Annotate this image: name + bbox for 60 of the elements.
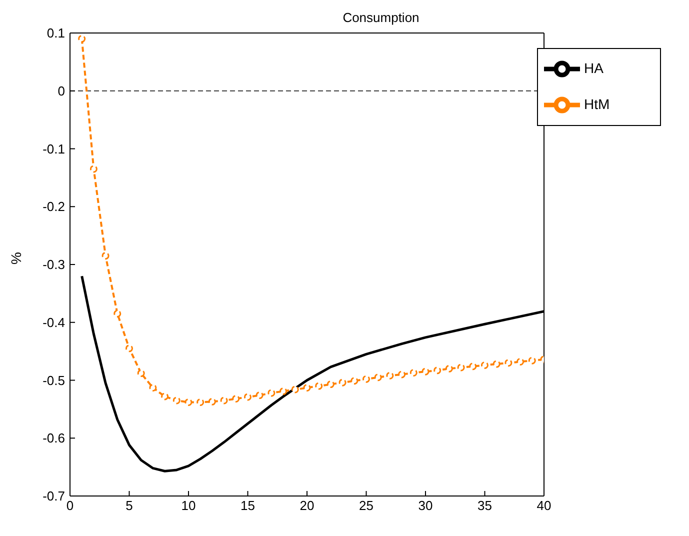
point (469, 362, 477, 370)
y-tick-label: -0.4 (42, 314, 65, 330)
y-axis-title: % (8, 252, 24, 264)
point (362, 375, 370, 383)
point (244, 393, 252, 401)
y-tick-label: 0 (58, 83, 65, 98)
x-tick-label: 20 (300, 498, 314, 514)
y-tick-label: -0.1 (42, 141, 65, 156)
point (172, 396, 180, 404)
point (528, 356, 536, 364)
point (280, 387, 288, 395)
point (374, 374, 382, 382)
point (398, 370, 406, 378)
point (161, 392, 169, 400)
point (90, 165, 98, 173)
point (386, 372, 394, 380)
point (516, 358, 524, 366)
point (256, 392, 264, 400)
point (315, 382, 323, 390)
point (208, 398, 216, 406)
point (291, 386, 299, 394)
point (422, 368, 430, 376)
x-tick-label: 5 (126, 498, 133, 514)
legend-label: HtM (584, 96, 610, 112)
point (78, 35, 86, 43)
point (114, 310, 122, 318)
legend-label: HA (584, 60, 604, 76)
y-tick-label: -0.6 (42, 430, 65, 446)
point (410, 368, 418, 376)
x-tick-label: 35 (478, 498, 492, 514)
point (481, 361, 488, 369)
point (504, 359, 512, 367)
y-tick-label: -0.3 (42, 257, 65, 272)
y-tick-label: -0.5 (42, 372, 65, 388)
x-tick-label: 30 (418, 498, 433, 514)
point (326, 380, 334, 388)
point (220, 396, 228, 404)
point (457, 364, 465, 372)
y-tick-label: -0.2 (42, 199, 65, 214)
y-tick-label: -0.7 (42, 488, 65, 504)
point (126, 344, 133, 352)
point (184, 398, 192, 406)
point (434, 366, 442, 374)
point (338, 378, 346, 386)
point (303, 384, 311, 392)
point (196, 398, 204, 406)
x-tick-label: 25 (359, 498, 374, 514)
point (149, 384, 157, 392)
point (232, 395, 240, 403)
x-tick-label: 40 (536, 498, 552, 514)
point (350, 377, 358, 385)
point (137, 370, 145, 378)
x-tick-label: 10 (181, 498, 196, 514)
point (492, 360, 500, 368)
point (268, 389, 276, 397)
y-tick-label: 0.1 (46, 26, 65, 41)
x-tick-label: 15 (240, 498, 255, 514)
point (445, 364, 453, 372)
point (102, 252, 110, 260)
chart-title: Consumption (342, 10, 420, 25)
